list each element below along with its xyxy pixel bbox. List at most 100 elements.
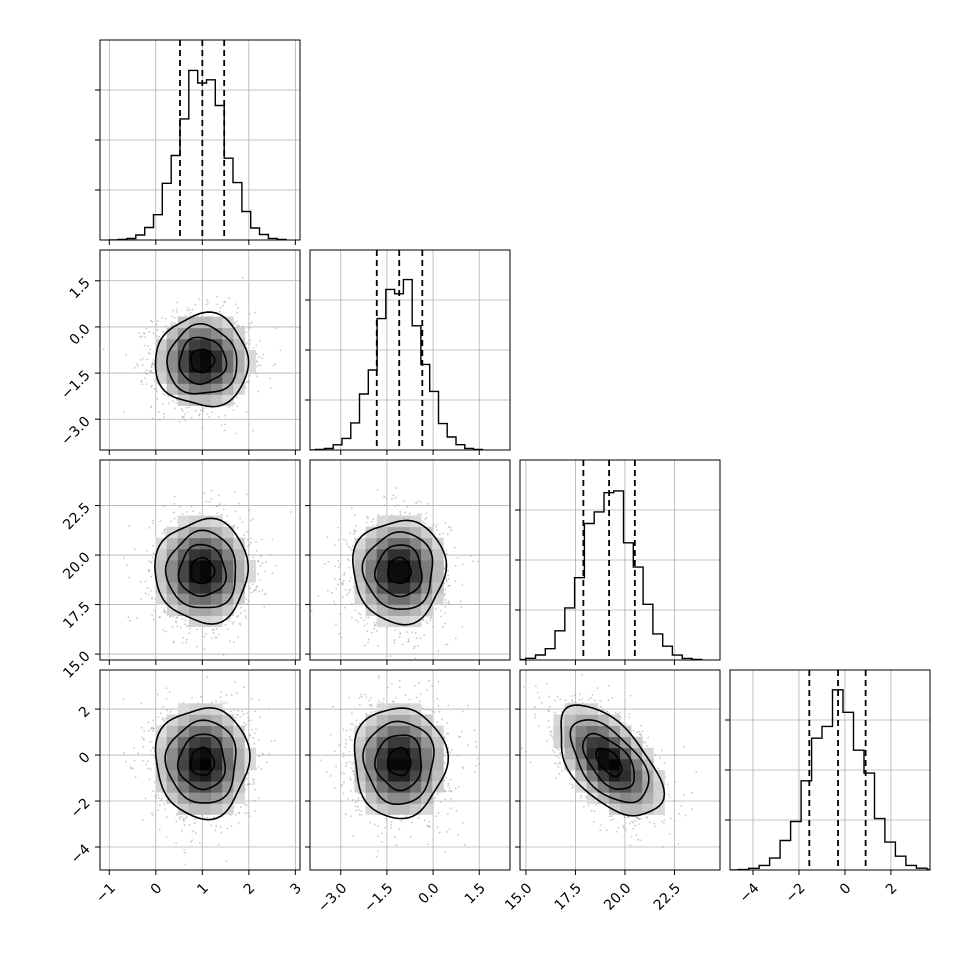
density-cell [553,714,565,726]
sample-point [591,693,594,696]
sample-point [205,500,208,503]
histogram-panel-2 [520,460,720,660]
density-cell [233,361,245,373]
sample-point [539,661,541,663]
sample-point [461,563,464,566]
sample-point [151,613,154,616]
sample-point [257,765,260,768]
sample-point [227,297,230,300]
sample-point [162,629,165,632]
density-cell [200,338,212,351]
density-cell [188,747,201,760]
density-cell [188,361,201,373]
sample-point [599,699,602,702]
sample-point [147,721,150,724]
contour-line [387,556,413,585]
sample-point [666,783,669,786]
sample-point [259,555,262,558]
sample-point [148,331,151,333]
density-cell [421,582,433,594]
sample-point [351,712,353,715]
sample-point [178,420,181,423]
sample-point [262,752,264,755]
density-cell [597,770,610,782]
sample-point [243,721,246,724]
density-cell [200,383,212,395]
sample-point [587,804,590,807]
sample-point [377,645,380,648]
sample-point [206,413,209,415]
histogram-step [108,69,287,240]
sample-point [372,524,375,527]
sample-point [335,588,338,590]
density-cell [398,714,411,726]
sample-point [265,561,268,563]
sample-point [155,323,158,326]
sample-point [429,708,431,711]
density-cell [608,725,621,738]
sample-point [253,590,255,593]
sample-point [466,704,469,707]
sample-point [234,432,237,435]
sample-point [248,543,251,546]
density-cell [211,338,223,351]
density-cell [620,770,632,782]
sample-point [684,814,687,817]
density-cell [166,327,179,340]
sample-point [472,560,474,563]
density-cell [376,604,389,616]
density-cell [200,350,212,362]
sample-point [414,657,417,660]
sample-point [238,325,241,327]
sample-point [239,624,242,626]
sample-point [183,416,185,418]
sample-point [415,502,418,505]
sample-point [605,710,608,713]
sample-point [669,796,671,798]
sample-point [450,749,453,751]
sample-point [558,761,561,764]
sample-point [440,609,442,612]
sample-point [590,809,593,812]
sample-point [443,568,446,571]
sample-point [246,530,248,533]
sample-point [683,745,686,748]
density-cell [166,781,179,793]
sample-point [337,583,340,586]
sample-point [391,700,394,703]
sample-point [423,665,425,667]
sample-point [152,552,155,555]
density-cell [211,792,223,804]
sample-point [368,704,371,706]
density-cell [376,803,389,815]
density-cell [398,736,411,749]
sample-point [393,639,396,641]
sample-point [476,757,479,760]
sample-point [349,779,352,781]
sample-point [337,566,340,569]
sample-point [211,629,214,631]
density-cell [398,515,411,528]
sample-point [410,821,413,824]
sample-point [168,690,171,693]
density-cell [387,537,400,550]
sample-point [546,739,549,742]
sample-point [141,364,144,366]
density-cell [631,792,643,804]
density-cell [620,758,632,771]
sample-point [537,725,540,728]
sample-point [135,616,138,619]
sample-point [412,647,415,650]
density-cell [421,770,433,782]
sample-point [444,851,447,853]
density-cell [387,803,400,815]
sample-point [474,770,477,773]
density-cell [188,548,201,561]
sample-point [359,613,362,616]
sample-point [424,708,427,711]
sample-point [406,631,409,633]
density-cell [222,361,234,373]
sample-point [145,383,148,386]
sample-point [128,576,131,579]
sample-point [398,828,401,831]
